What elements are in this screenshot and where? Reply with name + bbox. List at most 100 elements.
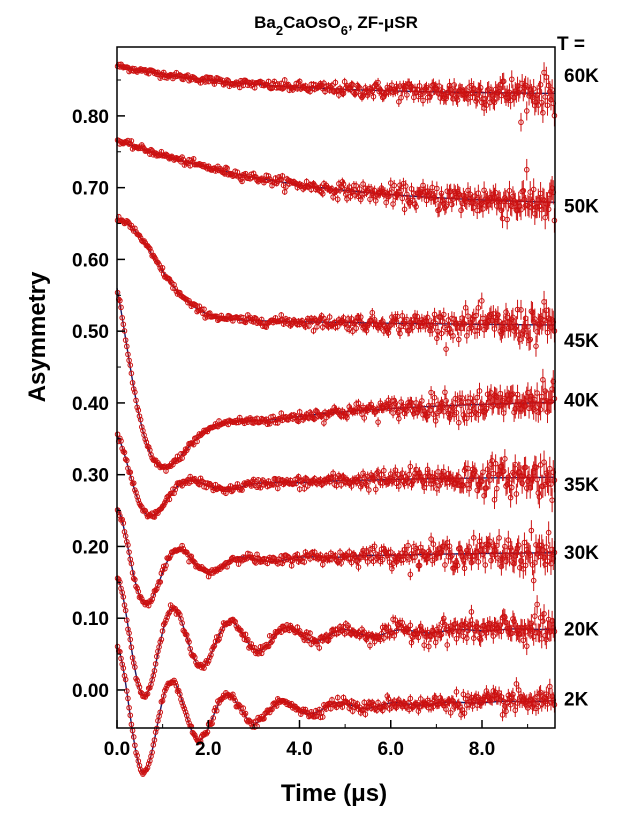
- data-point: [157, 709, 164, 716]
- data-point: [491, 320, 498, 338]
- data-point: [455, 332, 462, 347]
- data-point: [359, 93, 365, 102]
- data-point: [537, 453, 544, 477]
- data-point: [242, 319, 249, 326]
- data-point: [306, 322, 312, 330]
- data-point: [128, 138, 135, 144]
- data-point: [132, 742, 138, 749]
- x-tick-label: 6.0: [378, 739, 404, 760]
- data-point: [450, 328, 456, 344]
- data-point: [134, 752, 140, 759]
- data-point: [323, 317, 330, 326]
- data-point: [476, 382, 483, 400]
- data-point: [302, 323, 309, 331]
- data-point: [523, 158, 530, 181]
- data-point: [329, 81, 335, 90]
- y-tick-label: 0.30: [72, 466, 109, 487]
- data-point: [397, 327, 403, 339]
- data-point: [120, 321, 127, 328]
- data-point: [361, 413, 368, 423]
- data-point: [542, 205, 549, 230]
- data-point: [475, 184, 482, 202]
- data-point: [345, 185, 351, 195]
- data-point: [404, 313, 410, 326]
- data-point: [294, 624, 301, 631]
- data-point: [409, 321, 416, 334]
- data-point: [404, 89, 410, 101]
- temp-label-45K: 45K: [564, 331, 599, 352]
- data-point: [352, 89, 358, 99]
- data-point: [390, 198, 396, 210]
- data-point: [425, 640, 432, 653]
- data-point: [355, 398, 362, 408]
- data-point: [135, 588, 142, 595]
- data-point: [500, 314, 507, 333]
- data-point: [150, 742, 157, 748]
- data-point: [126, 357, 132, 364]
- data-point: [457, 187, 463, 203]
- data-point: [440, 307, 447, 322]
- data-point: [190, 156, 197, 162]
- data-point: [367, 641, 373, 650]
- data-point: [340, 179, 347, 189]
- data-point: [135, 758, 142, 764]
- data-point: [532, 308, 538, 330]
- data-point: [190, 441, 197, 448]
- data-point: [122, 337, 129, 343]
- data-point: [434, 181, 440, 196]
- data-point: [453, 686, 460, 698]
- data-point: [193, 302, 199, 309]
- data-point: [540, 187, 546, 211]
- data-point: [480, 200, 486, 218]
- temp-label-35K: 35K: [564, 475, 599, 496]
- data-point: [367, 194, 373, 205]
- data-point: [118, 655, 124, 662]
- data-point: [462, 300, 469, 316]
- data-point: [130, 734, 137, 740]
- data-point: [518, 112, 524, 132]
- data-point: [453, 316, 460, 332]
- data-point: [372, 195, 379, 206]
- data-point: [153, 653, 160, 660]
- data-point: [398, 92, 404, 103]
- data-point: [375, 417, 381, 428]
- data-point: [427, 90, 433, 103]
- data-point: [303, 318, 310, 325]
- data-point: [370, 92, 377, 102]
- data-point: [135, 407, 142, 414]
- data-point: [438, 326, 445, 341]
- data-point: [506, 180, 513, 201]
- data-point: [265, 78, 272, 85]
- data-point: [476, 319, 483, 337]
- data-point: [140, 427, 146, 434]
- data-point: [378, 182, 385, 194]
- data-point: [311, 415, 318, 423]
- data-point: [156, 644, 162, 650]
- data-point: [394, 188, 401, 201]
- data-point: [128, 644, 135, 651]
- data-point: [508, 70, 515, 89]
- legend-header: T =: [557, 34, 585, 55]
- data-point: [124, 617, 130, 623]
- fit-curves: [116, 64, 556, 773]
- x-tick-label: 2.0: [195, 739, 221, 760]
- data-point: [240, 705, 247, 711]
- x-tick-label: 8.0: [469, 739, 495, 760]
- data-point: [150, 672, 157, 679]
- data-point: [443, 342, 449, 357]
- data-point: [497, 191, 504, 211]
- data-point: [128, 475, 135, 482]
- data-point: [129, 570, 136, 576]
- data-point: [149, 749, 155, 756]
- data-point: [152, 661, 159, 667]
- data-point: [265, 173, 272, 179]
- data-point: [383, 197, 389, 208]
- data-point: [310, 327, 317, 335]
- data-point: [525, 316, 531, 337]
- data-point: [173, 683, 180, 689]
- data-point: [401, 203, 408, 216]
- data-point: [303, 178, 310, 186]
- data-point: [422, 83, 429, 95]
- data-point: [120, 665, 127, 671]
- data-point: [407, 568, 414, 581]
